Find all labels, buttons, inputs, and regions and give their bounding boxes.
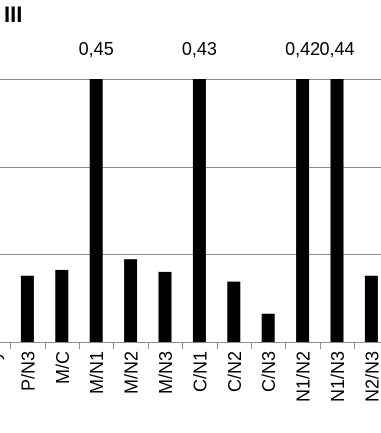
bar-n2-n3	[364, 275, 378, 342]
bar-c-n3	[261, 313, 275, 342]
bar-p-n3	[20, 275, 34, 342]
x-tick-label: N1/N3	[328, 351, 348, 402]
bar-m-n2	[124, 259, 138, 342]
x-tick-label: M/N3	[156, 351, 176, 394]
x-tick-label: C/N3	[259, 351, 279, 392]
data-label: 0,42	[285, 39, 320, 59]
x-tick-label: C/N1	[190, 351, 210, 392]
bar-c-n2	[227, 281, 241, 342]
bar-m-c	[55, 269, 69, 342]
bar-m-n1	[89, 79, 103, 342]
bar-n1-n2	[296, 79, 310, 342]
data-label: 0,44	[319, 39, 354, 59]
x-tick-label: N1/N2	[294, 351, 314, 402]
x-tick-label: M/N1	[87, 351, 107, 394]
x-tick-label: y	[0, 351, 4, 360]
bar-n1-n3	[330, 79, 344, 342]
x-tick-label: C/N2	[225, 351, 245, 392]
panel-label: III	[4, 2, 23, 27]
bar-c-n1	[192, 79, 206, 342]
data-label: 0,45	[79, 39, 114, 59]
x-tick-label: M/N2	[122, 351, 142, 394]
data-label: 0,43	[182, 39, 217, 59]
x-tick-label: N2/N3	[362, 351, 381, 402]
x-tick-label: M/C	[53, 351, 73, 384]
x-tick-label: P/N3	[18, 351, 38, 391]
bar-m-n3	[158, 271, 172, 342]
